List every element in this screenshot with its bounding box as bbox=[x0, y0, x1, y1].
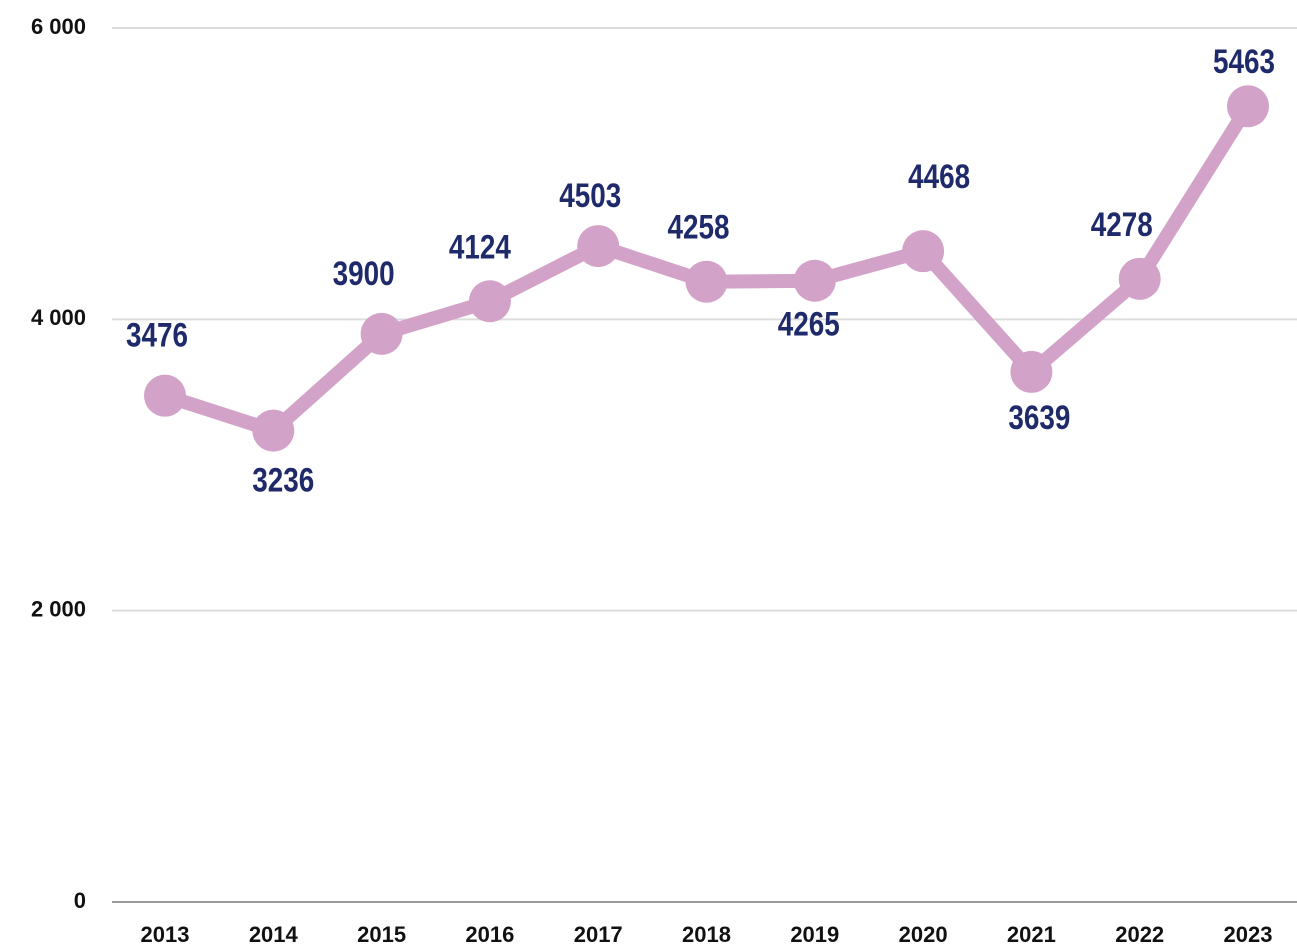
data-label: 3639 bbox=[1008, 398, 1070, 436]
x-tick-label: 2021 bbox=[1007, 922, 1056, 947]
marker bbox=[1227, 85, 1269, 128]
y-tick-label: 2 000 bbox=[31, 596, 86, 621]
data-label: 4258 bbox=[668, 208, 730, 246]
marker bbox=[252, 409, 295, 452]
x-tick-label: 2022 bbox=[1115, 922, 1164, 947]
x-tick-label: 2019 bbox=[790, 922, 839, 947]
y-tick-label: 6 000 bbox=[31, 14, 86, 39]
data-label: 5463 bbox=[1213, 43, 1275, 81]
x-tick-label: 2013 bbox=[141, 922, 190, 947]
data-label: 3476 bbox=[126, 316, 188, 354]
marker bbox=[902, 230, 945, 273]
marker bbox=[793, 259, 836, 302]
x-tick-label: 2014 bbox=[249, 922, 299, 947]
x-tick-label: 2015 bbox=[357, 922, 406, 947]
y-tick-label: 4 000 bbox=[31, 305, 86, 330]
x-tick-label: 2017 bbox=[574, 922, 623, 947]
marker bbox=[144, 374, 186, 417]
x-tick-label: 2020 bbox=[899, 922, 948, 947]
marker bbox=[1118, 257, 1161, 300]
data-label: 4124 bbox=[449, 228, 512, 266]
data-label: 3900 bbox=[333, 254, 395, 292]
data-label: 4265 bbox=[778, 305, 840, 343]
x-tick-label: 2023 bbox=[1224, 922, 1273, 947]
data-label: 4278 bbox=[1091, 205, 1153, 243]
y-tick-label: 0 bbox=[74, 888, 86, 913]
marker bbox=[360, 312, 403, 355]
marker bbox=[468, 280, 511, 323]
x-tick-label: 2016 bbox=[465, 922, 514, 947]
x-tick-label: 2018 bbox=[682, 922, 731, 947]
data-label: 4503 bbox=[559, 176, 621, 214]
data-label: 3236 bbox=[252, 461, 314, 499]
marker bbox=[1010, 350, 1053, 393]
marker bbox=[577, 225, 620, 268]
marker bbox=[685, 260, 728, 303]
data-label: 4468 bbox=[908, 158, 970, 196]
